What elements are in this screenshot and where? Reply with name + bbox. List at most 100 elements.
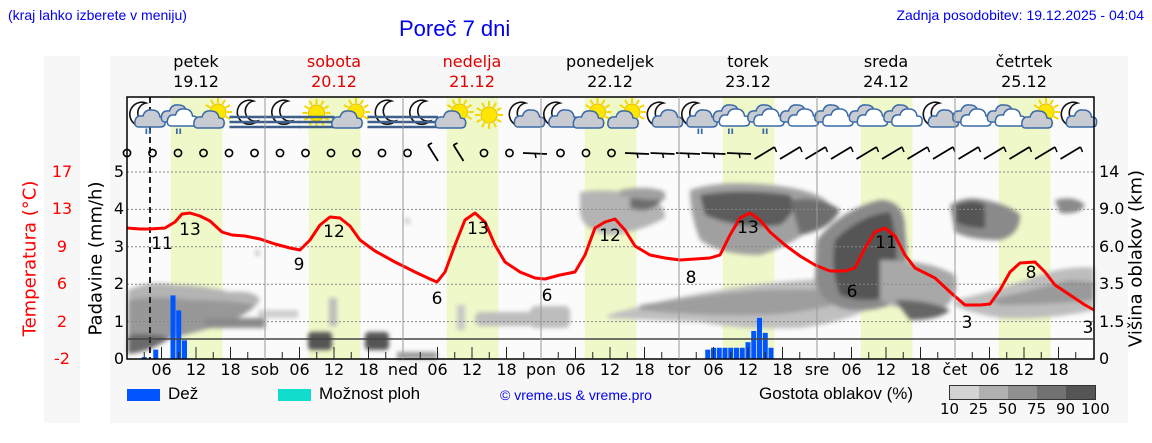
rain-legend-swatch [127, 389, 160, 401]
temp-label: 6 [542, 286, 553, 306]
temp-axis-panel [44, 56, 80, 423]
calm-wind-circle [224, 148, 234, 158]
x-tick-label: 06 [703, 360, 724, 379]
cloud-icon [651, 109, 684, 128]
weather-icon [193, 98, 232, 129]
x-tick-day-label: sre [804, 360, 830, 379]
cloud-density-legend-label: Gostota oblakov (%) [759, 384, 914, 403]
day-header-torek: torek 23.12 [678, 52, 818, 92]
cloud-tick: 14 [1099, 162, 1120, 181]
cloud-tick: 3.5 [1099, 274, 1125, 293]
density-step: 90 [1056, 400, 1076, 418]
cloud-icon [686, 109, 718, 128]
cloud-icon [331, 110, 363, 129]
day-name: ponedeljek [566, 52, 654, 71]
day-separators [264, 97, 956, 359]
precip-tick: 3 [113, 237, 124, 256]
rain-bar [176, 310, 182, 359]
weather-icon [264, 99, 300, 129]
wind-barb [856, 146, 877, 160]
calm-wind-circle [301, 148, 310, 158]
temp-label: 11 [875, 233, 897, 253]
x-tick-label: 12 [185, 360, 207, 379]
weather-icon: ıı [160, 104, 199, 137]
temp-label: 8 [686, 268, 697, 288]
temperature-value-labels: 11 13 9 12 6 13 6 12 8 13 6 11 3 8 3 [151, 218, 1093, 338]
wind-barb [1060, 146, 1081, 160]
x-tick-label: 18 [910, 360, 931, 379]
temp-tick: 6 [56, 274, 68, 293]
x-tick-label: 12 [875, 360, 897, 379]
precip-tick: 1 [113, 312, 124, 331]
temp-tick: 13 [51, 199, 73, 218]
showers-legend-swatch [278, 389, 311, 401]
weather-icon [848, 104, 889, 127]
cloud-icon [513, 109, 546, 128]
weather-icon [952, 104, 992, 127]
weather-icon [883, 104, 923, 127]
weather-icon [1021, 98, 1060, 129]
wind-barb [754, 146, 775, 160]
rain-bar [751, 330, 757, 359]
wind-row [122, 142, 1084, 162]
showers-legend-label: Možnost ploh [319, 384, 421, 403]
copyright-link[interactable]: © vreme.us & vreme.pro [500, 387, 652, 403]
weather-icon [475, 101, 503, 129]
x-tick-label: 12 [1013, 360, 1035, 379]
day-header-ponedeljek: ponedeljek 22.12 [540, 52, 680, 92]
weather-icon [402, 99, 438, 129]
calm-wind-circle [403, 148, 412, 158]
calm-wind-circle [479, 148, 489, 158]
hour-ticks [143, 347, 1077, 359]
calm-wind-circle [607, 148, 616, 158]
rain-bar [762, 332, 768, 359]
weather-icon [508, 101, 546, 128]
wind-barb [1009, 146, 1030, 160]
weather-icon [434, 98, 474, 129]
x-tick-label: 18 [496, 360, 517, 379]
wind-barb [881, 146, 903, 160]
x-tick-label: 06 [427, 360, 448, 379]
sun-icon [480, 106, 498, 124]
temp-tick: -2 [54, 349, 70, 368]
weather-icon: ıı [681, 101, 718, 137]
calm-wind-circle [199, 148, 208, 158]
x-tick-label: 06 [979, 360, 1000, 379]
precip-tick: 5 [113, 162, 124, 181]
wind-barb [452, 144, 465, 162]
temp-label: 8 [1026, 263, 1037, 283]
rain-drops-icon: ıı [762, 126, 769, 137]
cloud-icon [134, 109, 166, 128]
rain-drops-icon: ıı [175, 126, 182, 137]
weather-icons-row: ıı ıı ıı ıı ıı [129, 98, 1098, 137]
density-step: 50 [998, 400, 1018, 418]
x-tick-label: 18 [772, 360, 793, 379]
wind-barb [830, 146, 852, 160]
temp-label: 13 [467, 219, 489, 239]
x-tick-day-label: čet [942, 360, 968, 379]
temp-label: 12 [323, 222, 345, 242]
weather-icon [922, 101, 960, 128]
cloud-icon [1065, 109, 1098, 128]
sun-icon [308, 104, 325, 122]
precip-tick: 2 [113, 274, 124, 293]
rain-bar [170, 295, 176, 359]
day-date: 21.12 [449, 72, 495, 91]
temp-label: 13 [737, 218, 759, 238]
density-step: 100 [1081, 400, 1110, 418]
temp-label: 13 [179, 220, 201, 240]
x-tick-label: 12 [599, 360, 621, 379]
cloud-density-scale [949, 385, 1096, 400]
day-header-nedelja: nedelja 21.12 [402, 52, 542, 92]
calm-wind-circle [377, 148, 387, 158]
weather-icon [814, 104, 854, 127]
weather-icon [646, 101, 684, 128]
x-tick-day-label: pon [525, 360, 557, 379]
day-date: 20.12 [311, 72, 357, 91]
temp-label: 3 [962, 313, 973, 333]
weather-icon: ıı [712, 104, 751, 137]
temp-tick: 2 [56, 312, 68, 331]
location-menu-hint[interactable]: (kraj lahko izberete v meniju) [8, 7, 187, 23]
day-name: sreda [863, 52, 909, 71]
cloud-icon [193, 110, 225, 129]
